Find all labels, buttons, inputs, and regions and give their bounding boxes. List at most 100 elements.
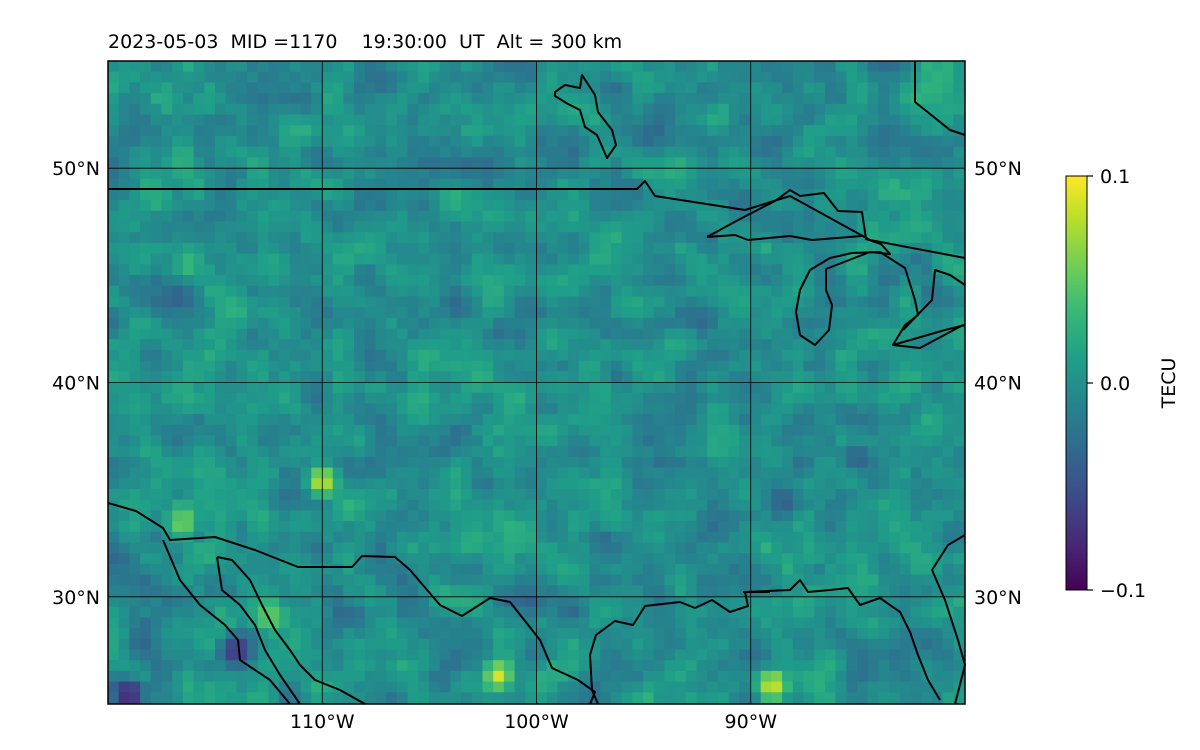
heatmap-cell	[835, 456, 847, 469]
heatmap-cell	[621, 574, 633, 586]
heatmap-cell	[792, 103, 805, 116]
heatmap-cell	[407, 403, 419, 415]
heatmap-cell	[172, 542, 184, 554]
heatmap-cell	[942, 189, 954, 201]
heatmap-cell	[653, 146, 665, 158]
heatmap-cell	[429, 114, 441, 126]
heatmap-cell	[471, 157, 484, 169]
heatmap-cell	[578, 424, 591, 437]
heatmap-cell	[653, 692, 665, 704]
heatmap-cell	[450, 221, 462, 233]
heatmap-cell	[857, 135, 869, 148]
heatmap-cell	[835, 93, 847, 105]
heatmap-cell	[268, 135, 280, 148]
heatmap-cell	[493, 521, 505, 533]
heatmap-cell	[525, 403, 537, 415]
heatmap-cell	[803, 71, 815, 83]
heatmap-cell	[129, 307, 141, 319]
heatmap-cell	[493, 403, 505, 415]
heatmap-cell	[118, 157, 130, 169]
heatmap-cell	[643, 285, 655, 297]
heatmap-cell	[931, 510, 944, 522]
heatmap-cell	[782, 210, 794, 223]
heatmap-cell	[396, 371, 409, 383]
heatmap-cell	[150, 456, 163, 469]
heatmap-cell	[824, 253, 837, 265]
heatmap-cell	[653, 585, 665, 597]
heatmap-cell	[215, 424, 227, 437]
heatmap-cell	[140, 157, 152, 169]
heatmap-cell	[621, 435, 633, 447]
heatmap-cell	[493, 103, 505, 116]
heatmap-cell	[664, 253, 676, 265]
heatmap-cell	[482, 574, 494, 586]
heatmap-cell	[771, 382, 783, 394]
heatmap-cell	[846, 242, 858, 255]
heatmap-cell	[707, 93, 719, 105]
heatmap-cell	[257, 200, 270, 212]
heatmap-cell	[439, 317, 451, 330]
heatmap-cell	[771, 285, 783, 297]
heatmap-cell	[503, 606, 516, 618]
heatmap-cell	[225, 574, 237, 586]
heatmap-cell	[739, 392, 751, 404]
heatmap-cell	[161, 285, 173, 297]
heatmap-cell	[247, 499, 259, 511]
heatmap-cell	[814, 349, 826, 362]
heatmap-cell	[921, 424, 933, 437]
heatmap-cell	[610, 93, 623, 105]
heatmap-cell	[750, 264, 762, 276]
heatmap-cell	[289, 392, 302, 404]
heatmap-cell	[910, 135, 922, 148]
heatmap-cell	[610, 585, 623, 597]
heatmap-cell	[471, 210, 484, 223]
heatmap-cell	[600, 93, 612, 105]
heatmap-cell	[300, 392, 312, 404]
heatmap-cell	[942, 135, 954, 148]
heatmap-cell	[247, 307, 259, 319]
heatmap-cell	[418, 574, 430, 586]
heatmap-cell	[279, 424, 291, 437]
heatmap-cell	[257, 146, 270, 158]
heatmap-cell	[643, 521, 655, 533]
heatmap-cell	[150, 692, 163, 704]
heatmap-cell	[482, 189, 494, 201]
heatmap-cell	[268, 456, 280, 469]
heatmap-cell	[236, 596, 248, 608]
heatmap-cell	[407, 681, 419, 693]
heatmap-cell	[386, 510, 398, 522]
heatmap-cell	[664, 178, 676, 190]
heatmap-cell	[514, 692, 526, 704]
heatmap-cell	[653, 382, 665, 394]
heatmap-cell	[589, 424, 601, 437]
heatmap-cell	[717, 638, 730, 651]
heatmap-cell	[696, 360, 708, 372]
heatmap-cell	[867, 435, 879, 447]
heatmap-cell	[600, 253, 612, 265]
heatmap-cell	[439, 200, 451, 212]
heatmap-cell	[418, 596, 430, 608]
heatmap-cell	[182, 339, 195, 351]
heatmap-cell	[824, 489, 837, 501]
heatmap-cell	[439, 424, 451, 437]
heatmap-cell	[461, 349, 473, 362]
heatmap-cell	[161, 178, 173, 190]
heatmap-cell	[600, 392, 612, 404]
heatmap-cell	[439, 189, 451, 201]
heatmap-cell	[429, 296, 441, 308]
heatmap-cell	[589, 382, 601, 394]
heatmap-cell	[332, 339, 344, 351]
heatmap-cell	[675, 403, 687, 415]
heatmap-cell	[204, 521, 216, 533]
heatmap-cell	[471, 360, 484, 372]
heatmap-cell	[407, 221, 419, 233]
heatmap-cell	[803, 382, 815, 394]
heatmap-cell	[461, 649, 473, 661]
heatmap-cell	[931, 371, 944, 383]
coastline-path	[162, 539, 291, 705]
heatmap-cell	[236, 542, 248, 554]
heatmap-cell	[728, 82, 740, 94]
heatmap-cell	[311, 628, 323, 640]
heatmap-cell	[546, 146, 558, 158]
heatmap-cell	[118, 253, 130, 265]
